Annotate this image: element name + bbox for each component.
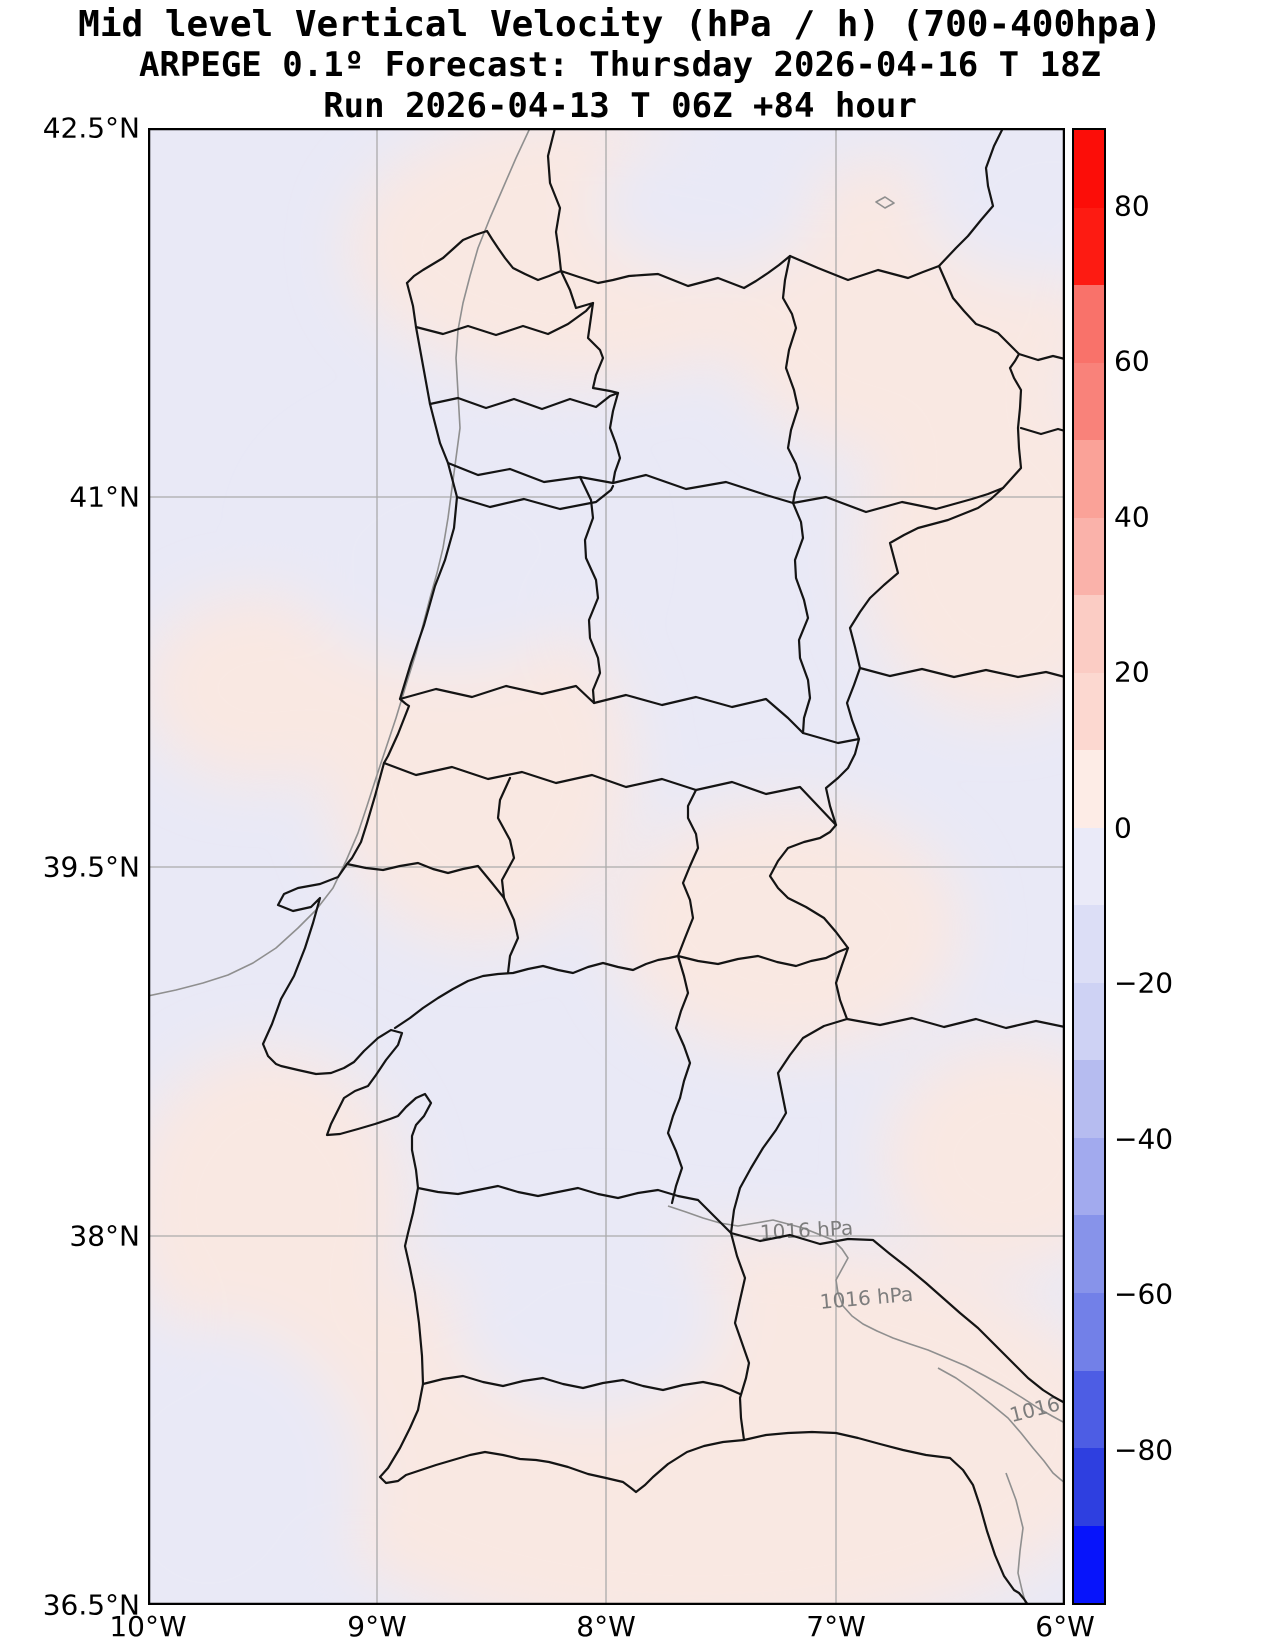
- map-canvas: 1016 hPa 1016 hPa 1016 hPa: [148, 128, 1065, 1605]
- colorbar-segment: [1074, 362, 1104, 441]
- pink-anomaly-blob: [148, 593, 373, 783]
- x-tick-label-8w: 8°W: [576, 1610, 636, 1643]
- colorbar-segment: [1074, 130, 1104, 208]
- colorbar-segment: [1074, 440, 1104, 518]
- province-boundary: [1019, 426, 1065, 436]
- x-tick-label-9w: 9°W: [347, 1610, 407, 1643]
- province-boundary: [937, 128, 1005, 268]
- province-boundary: [729, 1231, 1065, 1405]
- isobar-line-southeast: [937, 1367, 1065, 1484]
- coastline-path: [261, 281, 1030, 1605]
- pink-anomaly-blob: [148, 1048, 408, 1368]
- colorbar-tick-label: 40: [1114, 500, 1150, 534]
- district-boundary: [421, 1374, 742, 1396]
- colorbar-segment: [1074, 595, 1104, 673]
- river-line-southeast: [1005, 1472, 1027, 1605]
- colorbar-segment: [1074, 1525, 1104, 1604]
- colorbar-segment: [1074, 750, 1104, 828]
- lavender-anomaly-blob: [918, 128, 1065, 283]
- district-boundary: [416, 1184, 733, 1235]
- district-boundary: [345, 861, 506, 900]
- colorbar-ticks: 80 60 40 20 0 −20 −40 −60 −80: [1114, 128, 1224, 1605]
- colorbar-tick-label: −20: [1114, 966, 1174, 1000]
- gridlines: [148, 128, 1065, 1605]
- colorbar-tick-label: 60: [1114, 344, 1150, 378]
- colorbar-tick-label: −40: [1114, 1122, 1174, 1156]
- colorbar-tick-label: 20: [1114, 655, 1150, 689]
- colorbar-tick-label: −80: [1114, 1433, 1174, 1467]
- y-tick-label-42-5n: 42.5°N: [42, 111, 140, 145]
- y-tick-label-38n: 38°N: [69, 1219, 140, 1253]
- colorbar-segment: [1074, 1292, 1104, 1371]
- colorbar-segment: [1074, 1370, 1104, 1449]
- spain-portugal-border-path: [405, 229, 1023, 1442]
- district-boundary: [578, 475, 602, 705]
- chart-subtitle: ARPEGE 0.1º Forecast: Thursday 2026-04-1…: [138, 45, 1102, 85]
- province-boundary: [1017, 352, 1065, 362]
- colorbar-segment: [1074, 1137, 1104, 1216]
- colorbar-segment: [1074, 1060, 1104, 1138]
- isobar-line-south: [667, 1205, 1065, 1424]
- colorbar-segment: [1074, 672, 1104, 751]
- colorbar-tick-label: −60: [1114, 1277, 1174, 1311]
- district-boundary: [393, 954, 680, 1030]
- chart-title: Mid level Vertical Velocity (hPa / h) (7…: [78, 4, 1162, 45]
- x-tick-label-7w: 7°W: [806, 1610, 866, 1643]
- colorbar-segments: [1074, 130, 1104, 1604]
- colorbar-segment: [1074, 207, 1104, 286]
- map-border: [148, 128, 1065, 1605]
- colorbar-tick-label: 80: [1114, 189, 1150, 223]
- district-boundary: [559, 269, 622, 485]
- district-boundary: [398, 684, 861, 745]
- pink-anomaly-blob: [323, 593, 633, 943]
- province-boundary: [546, 128, 563, 273]
- colorbar-tick-label: 0: [1114, 811, 1132, 845]
- x-tick-label-6w: 6°W: [1035, 1610, 1095, 1643]
- pink-anomaly-blob: [883, 1043, 1065, 1273]
- x-tick-label-10w: 10°W: [109, 1610, 187, 1643]
- district-boundary: [496, 776, 520, 975]
- map-svg: 1016 hPa 1016 hPa 1016 hPa: [148, 128, 1065, 1605]
- district-boundary: [446, 461, 1005, 514]
- colorbar-segment: [1074, 1448, 1104, 1526]
- y-tick-label-36-5n: 36.5°N: [42, 1588, 140, 1622]
- colorbar: [1072, 128, 1106, 1605]
- colorbar-segment: [1074, 982, 1104, 1061]
- district-boundary: [781, 254, 802, 505]
- chart-run-info: Run 2026-04-13 T 06Z +84 hour: [323, 86, 917, 126]
- colorbar-segment: [1074, 285, 1104, 363]
- title-block: Mid level Vertical Velocity (hPa / h) (7…: [0, 4, 1240, 127]
- district-boundary: [666, 1096, 684, 1205]
- lavender-anomaly-blob: [453, 1213, 723, 1413]
- colorbar-segment: [1074, 1215, 1104, 1293]
- colorbar-segment: [1074, 827, 1104, 906]
- colorbar-segment: [1074, 905, 1104, 983]
- district-boundary: [428, 391, 620, 411]
- district-boundary: [414, 301, 595, 337]
- y-tick-label-41n: 41°N: [69, 480, 140, 514]
- pink-anomaly-blob: [613, 803, 963, 1053]
- district-boundary: [791, 501, 812, 735]
- y-tick-label-39-5n: 39.5°N: [42, 850, 140, 884]
- colorbar-segment: [1074, 517, 1104, 596]
- district-boundary: [676, 946, 850, 968]
- district-boundaries: [345, 254, 1005, 1396]
- district-boundary: [382, 761, 838, 827]
- spain-province-boundaries: [546, 128, 1065, 1405]
- lavender-anomaly-blob: [598, 133, 818, 273]
- district-boundary: [455, 484, 615, 511]
- small-lake-outline: [875, 196, 895, 209]
- pink-anomaly-blob: [858, 378, 1065, 718]
- province-boundary: [845, 1016, 1065, 1030]
- province-boundary: [858, 666, 1065, 679]
- district-boundary: [674, 788, 700, 1100]
- lavender-anomaly-blob: [148, 1323, 363, 1605]
